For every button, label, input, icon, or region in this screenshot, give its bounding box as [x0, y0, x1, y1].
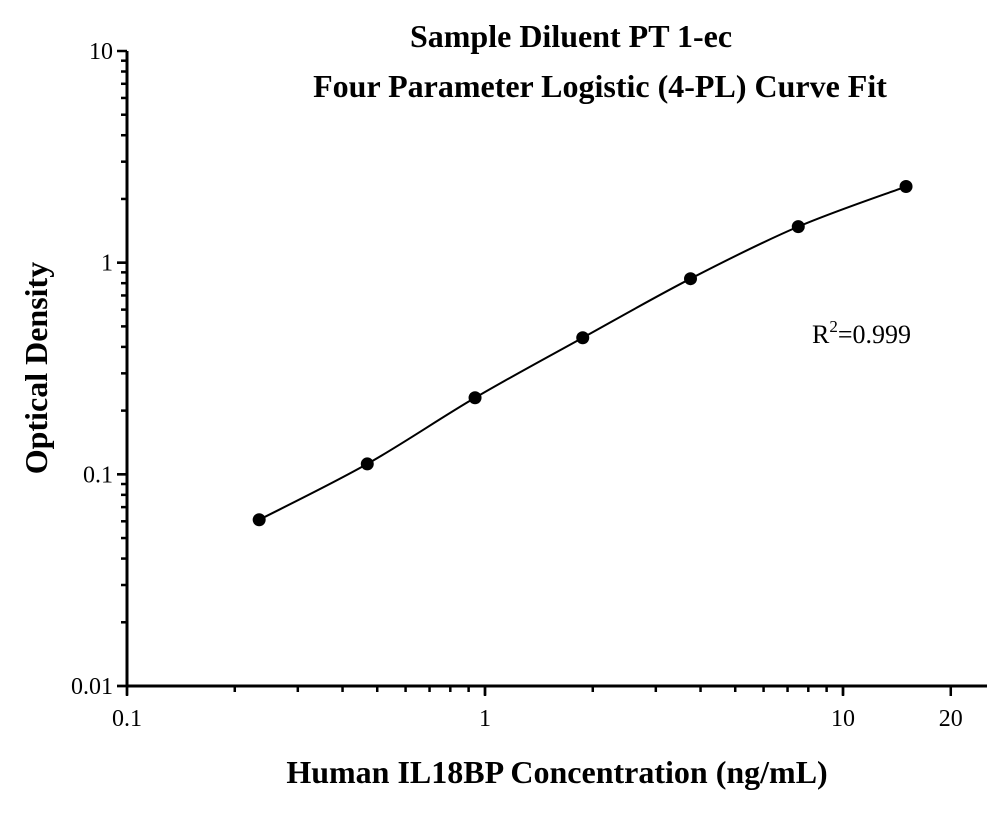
data-point [360, 457, 374, 471]
data-point [791, 220, 805, 234]
x-tick-label: 20 [939, 706, 963, 732]
plot-marks [252, 180, 913, 527]
x-tick-label: 10 [831, 706, 855, 732]
data-point [576, 331, 590, 345]
chart-title: Sample Diluent PT 1-ec [410, 18, 732, 54]
x-axis-label: Human IL18BP Concentration (ng/mL) [286, 754, 827, 790]
y-tick-label: 0.01 [71, 674, 113, 700]
r-sup: 2 [829, 317, 838, 336]
y-axis-label: Optical Density [18, 262, 54, 474]
x-tick-label: 0.1 [112, 706, 142, 732]
y-tick-label: 10 [89, 39, 113, 65]
y-tick-label: 0.1 [83, 462, 113, 488]
r-value: =0.999 [838, 320, 911, 349]
data-point [252, 513, 266, 527]
data-point [899, 180, 913, 194]
r-base: R [812, 320, 830, 349]
chart-subtitle: Four Parameter Logistic (4-PL) Curve Fit [313, 68, 887, 104]
x-tick-label: 1 [479, 706, 491, 732]
data-point [684, 272, 698, 286]
axes: 0.1 1 10 20 0.01 0.1 1 10 [71, 39, 987, 732]
data-point [468, 391, 482, 405]
fit-curve [258, 185, 907, 521]
r-squared-annotation: R2=0.999 [812, 317, 911, 349]
y-tick-label: 1 [101, 251, 113, 277]
